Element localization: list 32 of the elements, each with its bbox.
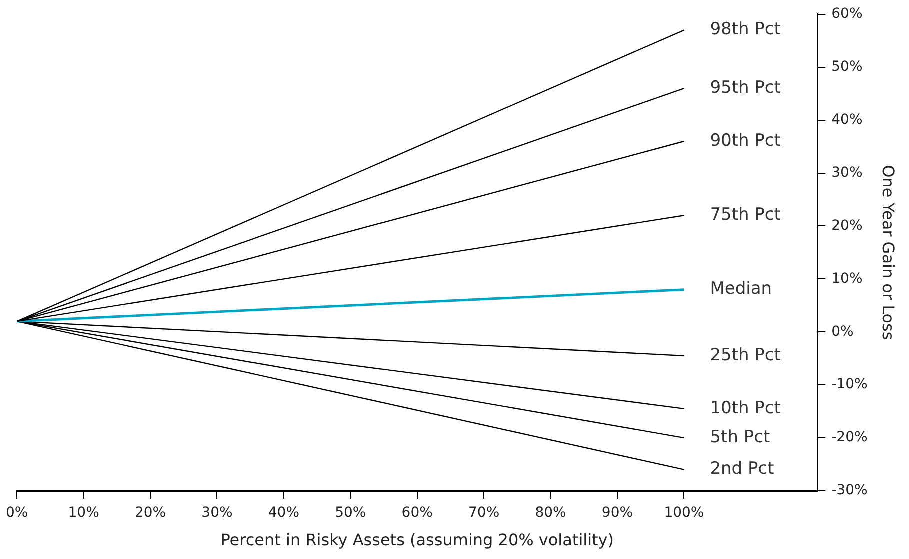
- y-axis-title: One Year Gain or Loss: [879, 165, 898, 340]
- series-label: Median: [710, 279, 772, 300]
- x-tick-label: 30%: [202, 505, 233, 522]
- x-tick-label: 60%: [402, 505, 433, 522]
- y-tick-label: 10%: [832, 270, 863, 287]
- x-tick-label: 20%: [134, 505, 166, 522]
- x-tick-label: 80%: [535, 505, 566, 522]
- y-tick-label: 20%: [832, 218, 863, 234]
- y-tick-label: -30%: [832, 482, 868, 499]
- series-label: 95th Pct: [710, 78, 782, 98]
- y-tick-label: 50%: [832, 58, 863, 75]
- series-label: 75th Pct: [710, 205, 782, 226]
- x-tick-label: 90%: [602, 505, 634, 522]
- x-tick-label: 40%: [268, 505, 300, 522]
- series-label: 5th Pct: [710, 427, 770, 448]
- series-label: 90th Pct: [710, 130, 782, 151]
- x-tick-label: 50%: [335, 505, 366, 522]
- series-label: 10th Pct: [710, 398, 782, 418]
- y-tick-label: 0%: [832, 324, 854, 340]
- series-label: 25th Pct: [710, 345, 782, 366]
- x-tick-label: 100%: [664, 505, 704, 522]
- x-tick-label: 70%: [468, 505, 500, 522]
- x-tick-label: 10%: [68, 505, 100, 522]
- x-axis-title: Percent in Risky Assets (assuming 20% volatility): [220, 530, 614, 550]
- y-tick-label: 40%: [832, 112, 863, 128]
- series-label: 98th Pct: [710, 20, 782, 40]
- y-tick-label: 30%: [832, 164, 863, 181]
- y-tick-label: -20%: [832, 430, 868, 446]
- x-tick-label: 0%: [6, 505, 28, 522]
- y-tick-label: 60%: [832, 6, 863, 22]
- y-tick-label: -10%: [832, 376, 868, 393]
- series-label: 2nd Pct: [710, 459, 775, 480]
